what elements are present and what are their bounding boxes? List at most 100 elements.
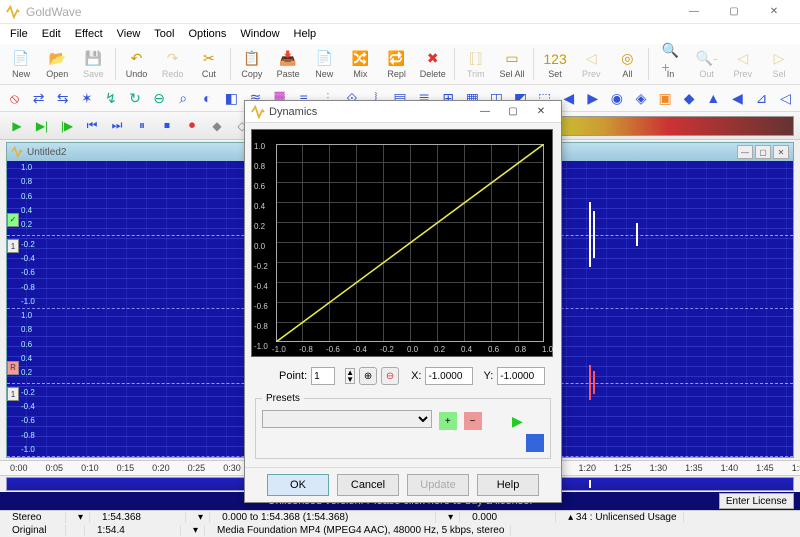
app-title: GoldWave xyxy=(26,5,674,19)
titlebar: GoldWave — ▢ ✕ xyxy=(0,0,800,24)
status-cell xyxy=(72,525,85,536)
child-minimize-button[interactable]: — xyxy=(737,145,753,159)
dialog-maximize-button[interactable]: ▢ xyxy=(499,102,527,122)
effect-icon-25[interactable]: ◉ xyxy=(606,87,627,109)
cancel-button[interactable]: Cancel xyxy=(337,474,399,496)
dynamics-graph[interactable]: 1.00.80.60.40.20.0-0.2-0.4-0.6-0.8-1.0 -… xyxy=(251,129,553,357)
child-maximize-button[interactable]: ▢ xyxy=(755,145,771,159)
effect-icon-32[interactable]: ◁ xyxy=(775,87,796,109)
point-spinner[interactable] xyxy=(311,367,335,385)
effect-icon-1[interactable]: ⇄ xyxy=(28,87,49,109)
dialog-button-row: OK Cancel Update Help xyxy=(245,467,561,502)
channel-number-right: 1 xyxy=(7,387,19,401)
menu-effect[interactable]: Effect xyxy=(69,26,109,42)
status-cell: ▾ xyxy=(442,512,460,523)
preset-play-button[interactable]: ▶ xyxy=(508,412,526,430)
play-button-1[interactable]: ▶| xyxy=(31,116,53,136)
menu-help[interactable]: Help xyxy=(288,26,323,42)
add-point-button[interactable]: ⊕ xyxy=(359,367,377,385)
effect-icon-28[interactable]: ◆ xyxy=(679,87,700,109)
effect-icon-27[interactable]: ▣ xyxy=(655,87,676,109)
effect-icon-26[interactable]: ◈ xyxy=(630,87,651,109)
status-cell: ▾ xyxy=(72,512,90,523)
status-cell: 0.000 to 1:54.368 (1:54.368) xyxy=(216,512,436,523)
effect-icon-30[interactable]: ◀ xyxy=(727,87,748,109)
effect-icon-29[interactable]: ▲ xyxy=(703,87,724,109)
status-cell: ▾ xyxy=(187,525,205,536)
toolbar-trim-button: ⟦⟧Trim xyxy=(459,46,493,82)
toolbar-cut-button[interactable]: ✂Cut xyxy=(192,46,226,82)
dynamics-dialog: Dynamics — ▢ ✕ 1.00.80.60.40.20.0-0.2-0.… xyxy=(244,100,562,503)
preset-remove-button[interactable]: − xyxy=(464,412,482,430)
toolbar-sel-all-button[interactable]: ▭Sel All xyxy=(495,46,529,82)
toolbar-set-button[interactable]: 123Set xyxy=(538,46,572,82)
toolbar-in-button[interactable]: 🔍+In xyxy=(653,46,687,82)
toolbar-undo-button[interactable]: ↶Undo xyxy=(119,46,153,82)
menu-options[interactable]: Options xyxy=(182,26,232,42)
toolbar-repl-button[interactable]: 🔁Repl xyxy=(380,46,414,82)
status-cell: ▴ 34 : Unlicensed Usage xyxy=(562,512,683,523)
toolbar-mix-button[interactable]: 🔀Mix xyxy=(343,46,377,82)
effect-icon-24[interactable]: ▶ xyxy=(582,87,603,109)
help-button[interactable]: Help xyxy=(477,474,539,496)
toolbar-delete-button[interactable]: ✖Delete xyxy=(416,46,450,82)
toolbar-paste-button[interactable]: 📥Paste xyxy=(271,46,305,82)
play-button-0[interactable]: ▶ xyxy=(6,116,28,136)
effect-icon-9[interactable]: ◧ xyxy=(221,87,242,109)
presets-dropdown[interactable] xyxy=(262,410,432,428)
point-label: Point: xyxy=(279,370,307,382)
menu-edit[interactable]: Edit xyxy=(36,26,67,42)
play-button-8[interactable]: ◆ xyxy=(206,116,228,136)
toolbar-prev-button: ◁Prev xyxy=(726,46,760,82)
y-label: Y: xyxy=(483,370,493,382)
toolbar-all-button[interactable]: ◎All xyxy=(610,46,644,82)
effect-icon-7[interactable]: ⌕ xyxy=(173,87,194,109)
effect-icon-4[interactable]: ↯ xyxy=(100,87,121,109)
menu-window[interactable]: Window xyxy=(234,26,285,42)
effect-icon-0[interactable]: ⦸ xyxy=(4,87,25,109)
effect-icon-3[interactable]: ✶ xyxy=(76,87,97,109)
toolbar-open-button[interactable]: 📂Open xyxy=(40,46,74,82)
status-cell: 1:54.4 xyxy=(91,525,181,536)
effect-icon-31[interactable]: ⊿ xyxy=(751,87,772,109)
x-label: X: xyxy=(411,370,421,382)
play-button-2[interactable]: |▶ xyxy=(56,116,78,136)
channel-tag-left[interactable]: ✓ xyxy=(7,213,19,227)
toolbar-new-button[interactable]: 📄New xyxy=(307,46,341,82)
menu-file[interactable]: File xyxy=(4,26,34,42)
update-button[interactable]: Update xyxy=(407,474,469,496)
preset-add-button[interactable]: + xyxy=(439,412,457,430)
menu-tool[interactable]: Tool xyxy=(148,26,180,42)
window-minimize-button[interactable]: — xyxy=(674,0,714,24)
play-button-6[interactable]: ⏹ xyxy=(156,116,178,136)
menu-view[interactable]: View xyxy=(111,26,147,42)
menubar: FileEditEffectViewToolOptionsWindowHelp xyxy=(0,24,800,44)
effect-icon-5[interactable]: ↻ xyxy=(124,87,145,109)
effect-icon-8[interactable]: ◐ xyxy=(197,87,218,109)
ok-button[interactable]: OK xyxy=(267,474,329,496)
dialog-titlebar[interactable]: Dynamics — ▢ ✕ xyxy=(245,101,561,123)
enter-license-button[interactable]: Enter License xyxy=(719,493,794,509)
status-cell: Media Foundation MP4 (MPEG4 AAC), 48000 … xyxy=(211,525,511,536)
dialog-close-button[interactable]: ✕ xyxy=(527,102,555,122)
y-value-input[interactable] xyxy=(497,367,545,385)
channel-tag-right[interactable]: R xyxy=(7,361,19,375)
effect-icon-6[interactable]: ⊖ xyxy=(149,87,170,109)
remove-point-button[interactable]: ⊖ xyxy=(381,367,399,385)
play-button-4[interactable]: ⏭ xyxy=(106,116,128,136)
toolbar-copy-button[interactable]: 📋Copy xyxy=(235,46,269,82)
point-row: Point: ▲▼ ⊕ ⊖ X: Y: xyxy=(245,363,561,389)
toolbar-new-button[interactable]: 📄New xyxy=(4,46,38,82)
window-maximize-button[interactable]: ▢ xyxy=(714,0,754,24)
play-button-3[interactable]: ⏮ xyxy=(81,116,103,136)
window-close-button[interactable]: ✕ xyxy=(754,0,794,24)
status-cell: Stereo xyxy=(6,512,66,523)
preset-extra-button[interactable] xyxy=(526,434,544,452)
child-close-button[interactable]: ✕ xyxy=(773,145,789,159)
effect-icon-2[interactable]: ⇆ xyxy=(52,87,73,109)
play-button-5[interactable]: ⏸ xyxy=(131,116,153,136)
play-button-7[interactable]: ⏺ xyxy=(181,116,203,136)
x-value-input[interactable] xyxy=(425,367,473,385)
dialog-minimize-button[interactable]: — xyxy=(471,102,499,122)
dynamics-icon xyxy=(251,105,265,119)
